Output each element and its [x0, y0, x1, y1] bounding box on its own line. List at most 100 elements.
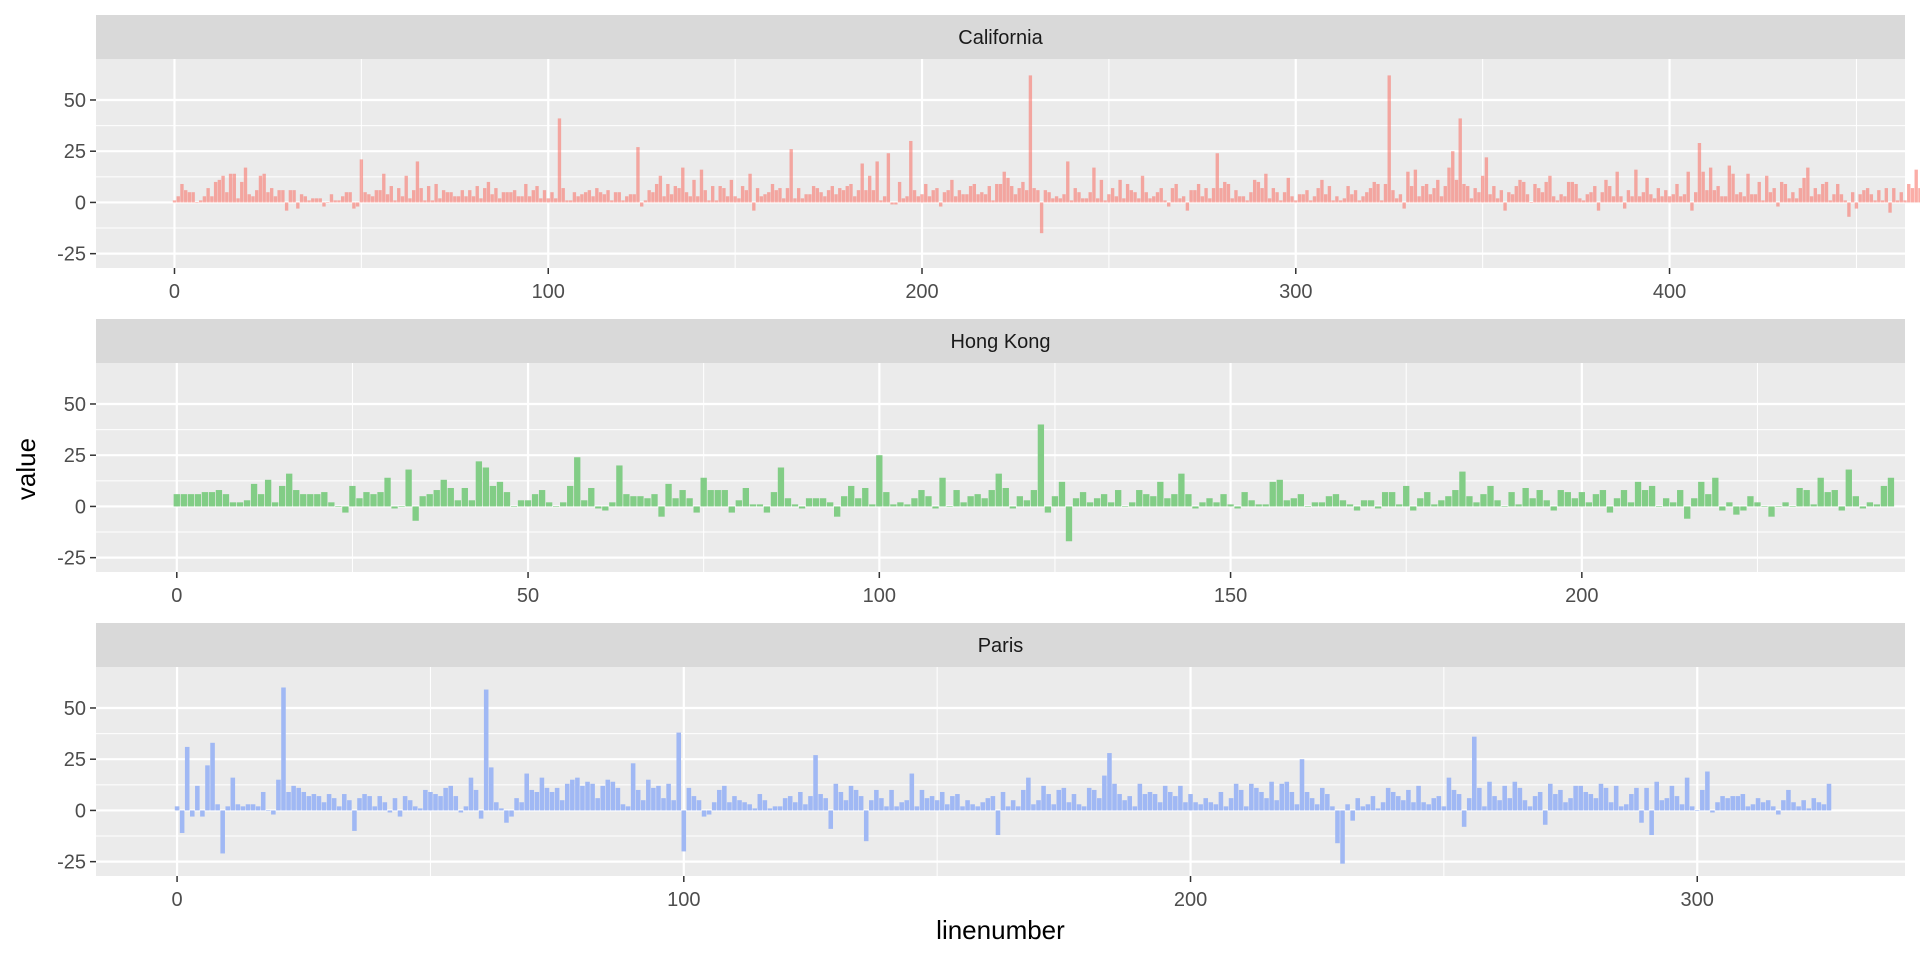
bar: [419, 496, 426, 507]
bar: [580, 194, 584, 203]
bar: [363, 192, 367, 203]
bar: [1097, 798, 1102, 811]
bar: [742, 487, 749, 507]
bar: [696, 800, 702, 811]
bar: [1439, 196, 1444, 203]
bar: [681, 810, 687, 852]
bar: [1325, 794, 1330, 811]
bar: [1735, 796, 1741, 811]
bar: [784, 498, 792, 507]
bar: [1723, 196, 1728, 203]
bar: [210, 196, 214, 203]
bar: [1396, 504, 1403, 507]
bar: [1611, 196, 1616, 203]
bar: [426, 494, 433, 507]
bar: [1551, 196, 1556, 203]
bar: [1791, 192, 1795, 203]
bar: [574, 457, 581, 507]
bar: [1690, 202, 1694, 211]
bar: [184, 190, 188, 203]
bar: [412, 190, 416, 203]
bar: [808, 796, 813, 811]
bar: [1845, 469, 1852, 507]
bar: [1801, 800, 1806, 811]
bar: [1679, 196, 1683, 203]
bar: [1163, 200, 1167, 203]
bar: [1259, 791, 1264, 811]
bar: [848, 485, 855, 507]
bar: [1411, 802, 1416, 811]
bar: [194, 494, 202, 507]
bar: [205, 765, 210, 811]
bar: [404, 175, 408, 203]
bar: [1031, 804, 1036, 811]
bar: [617, 192, 621, 203]
bar: [529, 789, 535, 811]
bar: [1436, 796, 1442, 811]
bar: [1219, 188, 1223, 203]
bar: [322, 202, 326, 207]
bar: [208, 492, 216, 507]
bar: [1755, 798, 1761, 811]
bar: [1387, 75, 1391, 203]
bar: [1473, 188, 1477, 203]
bar: [1312, 196, 1317, 203]
bar: [464, 196, 468, 203]
bar: [1350, 810, 1355, 821]
bar: [1185, 202, 1190, 211]
bar: [235, 804, 241, 811]
bar: [581, 500, 588, 507]
bar: [1220, 494, 1227, 507]
bar: [300, 494, 307, 507]
bar: [950, 179, 954, 203]
bar: [1742, 196, 1746, 203]
bar: [1817, 194, 1821, 203]
bar: [1262, 504, 1269, 507]
bar: [505, 192, 509, 203]
bar: [1789, 506, 1796, 508]
bar: [819, 192, 823, 203]
bar: [311, 198, 315, 203]
bar: [1264, 173, 1268, 203]
bar: [883, 492, 890, 507]
bar: [1271, 188, 1276, 203]
bar: [1294, 200, 1298, 203]
bar: [1054, 196, 1059, 203]
bar: [1589, 192, 1593, 203]
bar: [763, 506, 771, 513]
bar: [531, 494, 539, 507]
bar: [490, 194, 494, 203]
bar: [1895, 200, 1900, 203]
bar: [250, 483, 258, 507]
bar: [1267, 198, 1272, 203]
bar: [494, 802, 499, 811]
bar: [1017, 188, 1021, 203]
bar: [1733, 506, 1740, 515]
bar: [1522, 800, 1528, 811]
bar: [1051, 496, 1059, 507]
bar: [1173, 796, 1178, 811]
bar: [1715, 802, 1720, 811]
bar: [595, 506, 602, 509]
bar: [1234, 506, 1241, 509]
bar: [1084, 198, 1089, 203]
x-tick-label: 0: [172, 889, 183, 911]
bar: [1254, 787, 1259, 811]
bar: [1112, 783, 1117, 811]
bar: [1398, 194, 1403, 203]
bar: [1032, 188, 1036, 203]
bar: [1725, 798, 1730, 811]
bar: [914, 806, 920, 811]
bar: [1226, 183, 1231, 203]
facet-strip: [96, 15, 1905, 59]
bar: [1233, 783, 1239, 811]
bar: [1698, 481, 1705, 507]
bar: [1821, 183, 1825, 203]
bar: [550, 192, 554, 203]
bar: [210, 742, 215, 811]
bar: [651, 192, 655, 203]
bar: [931, 190, 935, 203]
bar: [564, 783, 570, 811]
bar: [1918, 188, 1920, 203]
bar: [752, 202, 756, 211]
